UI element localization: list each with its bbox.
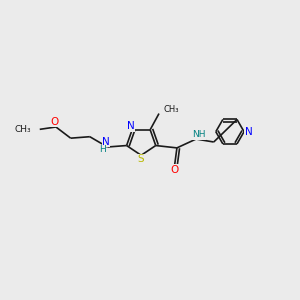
Text: CH₃: CH₃ — [164, 105, 179, 114]
Text: O: O — [50, 117, 59, 127]
Text: N: N — [127, 121, 135, 131]
Text: O: O — [170, 165, 179, 175]
Text: N: N — [244, 127, 252, 137]
Text: H: H — [99, 146, 106, 154]
Text: N: N — [102, 137, 110, 147]
Text: CH₃: CH₃ — [14, 125, 31, 134]
Text: NH: NH — [192, 130, 206, 139]
Text: S: S — [138, 154, 145, 164]
